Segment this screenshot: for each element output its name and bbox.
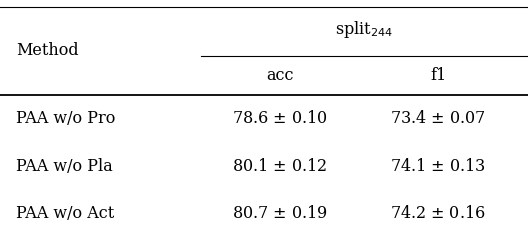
Text: PAA w/o Pla: PAA w/o Pla <box>16 158 112 175</box>
Text: 73.4 $\pm$ 0.07: 73.4 $\pm$ 0.07 <box>390 110 486 127</box>
Text: 74.2 $\pm$ 0.16: 74.2 $\pm$ 0.16 <box>391 205 486 223</box>
Text: 78.6 $\pm$ 0.10: 78.6 $\pm$ 0.10 <box>232 110 328 127</box>
Text: PAA w/o Act: PAA w/o Act <box>16 205 114 223</box>
Text: 74.1 $\pm$ 0.13: 74.1 $\pm$ 0.13 <box>390 158 486 175</box>
Text: 80.7 $\pm$ 0.19: 80.7 $\pm$ 0.19 <box>232 205 328 223</box>
Text: PAA w/o Pro: PAA w/o Pro <box>16 110 115 127</box>
Text: split$_{244}$: split$_{244}$ <box>335 19 393 40</box>
Text: Method: Method <box>16 42 79 59</box>
Text: 80.1 $\pm$ 0.12: 80.1 $\pm$ 0.12 <box>232 158 327 175</box>
Text: f1: f1 <box>430 67 446 84</box>
Text: acc: acc <box>266 67 294 84</box>
